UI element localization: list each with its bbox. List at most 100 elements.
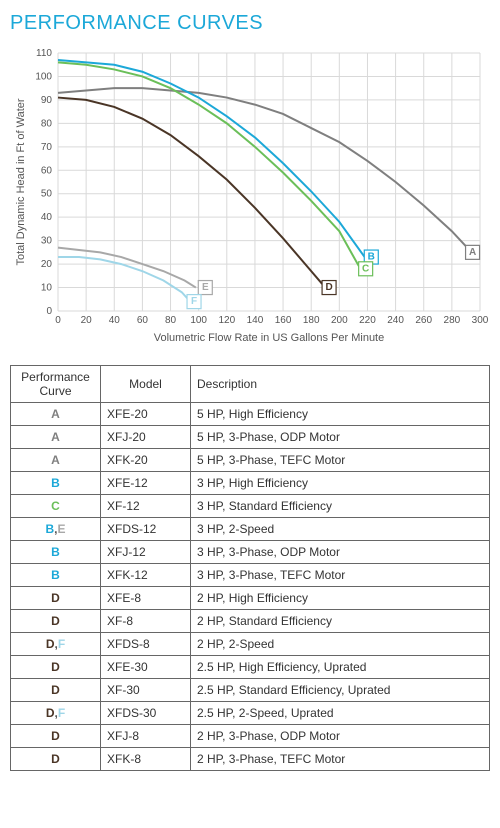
col-desc: Description: [191, 366, 490, 403]
desc-cell: 2 HP, Standard Efficiency: [191, 610, 490, 633]
model-cell: XFDS-30: [101, 702, 191, 725]
desc-cell: 5 HP, High Efficiency: [191, 403, 490, 426]
curve-cell: D: [11, 679, 101, 702]
performance-chart: 0204060801001201401601802002202402602803…: [10, 43, 490, 353]
table-row: CXF-123 HP, Standard Efficiency: [11, 495, 490, 518]
table-row: DXFJ-82 HP, 3-Phase, ODP Motor: [11, 725, 490, 748]
svg-text:50: 50: [41, 189, 53, 200]
desc-cell: 3 HP, High Efficiency: [191, 472, 490, 495]
curve-cell: A: [11, 403, 101, 426]
svg-text:20: 20: [81, 315, 93, 326]
curve-cell: D: [11, 748, 101, 771]
desc-cell: 2 HP, 3-Phase, ODP Motor: [191, 725, 490, 748]
model-cell: XFDS-12: [101, 518, 191, 541]
table-row: DXFK-82 HP, 3-Phase, TEFC Motor: [11, 748, 490, 771]
model-cell: XFK-8: [101, 748, 191, 771]
col-model: Model: [101, 366, 191, 403]
model-table: Performance Curve Model Description AXFE…: [10, 365, 490, 771]
model-cell: XFJ-8: [101, 725, 191, 748]
svg-text:120: 120: [218, 315, 235, 326]
model-cell: XFE-20: [101, 403, 191, 426]
model-cell: XFE-12: [101, 472, 191, 495]
svg-text:0: 0: [55, 315, 61, 326]
model-cell: XF-8: [101, 610, 191, 633]
series-label-D: D: [322, 281, 336, 295]
svg-text:20: 20: [41, 259, 53, 270]
table-row: DXF-82 HP, Standard Efficiency: [11, 610, 490, 633]
svg-text:100: 100: [190, 315, 207, 326]
curve-cell: A: [11, 426, 101, 449]
table-row: DXF-302.5 HP, Standard Efficiency, Uprat…: [11, 679, 490, 702]
desc-cell: 3 HP, 3-Phase, TEFC Motor: [191, 564, 490, 587]
table-row: BXFJ-123 HP, 3-Phase, ODP Motor: [11, 541, 490, 564]
svg-text:40: 40: [41, 212, 53, 223]
svg-text:C: C: [362, 263, 369, 274]
model-cell: XFE-30: [101, 656, 191, 679]
curve-cell: D,F: [11, 702, 101, 725]
model-cell: XFK-20: [101, 449, 191, 472]
svg-text:160: 160: [275, 315, 292, 326]
svg-text:30: 30: [41, 236, 53, 247]
svg-text:180: 180: [303, 315, 320, 326]
svg-text:F: F: [191, 296, 197, 307]
table-row: D,FXFDS-302.5 HP, 2-Speed, Uprated: [11, 702, 490, 725]
curve-cell: B: [11, 472, 101, 495]
svg-text:240: 240: [387, 315, 404, 326]
curve-cell: D: [11, 610, 101, 633]
svg-text:60: 60: [41, 165, 53, 176]
col-curve: Performance Curve: [11, 366, 101, 403]
curve-cell: B: [11, 541, 101, 564]
svg-text:60: 60: [137, 315, 149, 326]
desc-cell: 2.5 HP, Standard Efficiency, Uprated: [191, 679, 490, 702]
model-cell: XF-30: [101, 679, 191, 702]
desc-cell: 2 HP, High Efficiency: [191, 587, 490, 610]
svg-text:D: D: [325, 282, 332, 293]
table-row: B,EXFDS-123 HP, 2-Speed: [11, 518, 490, 541]
curve-cell: B,E: [11, 518, 101, 541]
desc-cell: 2 HP, 2-Speed: [191, 633, 490, 656]
svg-text:200: 200: [331, 315, 348, 326]
curve-cell: D: [11, 725, 101, 748]
table-row: BXFE-123 HP, High Efficiency: [11, 472, 490, 495]
model-cell: XFJ-20: [101, 426, 191, 449]
chart-svg: 0204060801001201401601802002202402602803…: [10, 43, 490, 353]
table-row: AXFJ-205 HP, 3-Phase, ODP Motor: [11, 426, 490, 449]
svg-text:100: 100: [35, 71, 52, 82]
svg-text:90: 90: [41, 95, 53, 106]
svg-text:220: 220: [359, 315, 376, 326]
series-label-E: E: [198, 281, 212, 295]
svg-text:10: 10: [41, 283, 53, 294]
desc-cell: 5 HP, 3-Phase, ODP Motor: [191, 426, 490, 449]
svg-text:Volumetric Flow Rate in US Gal: Volumetric Flow Rate in US Gallons Per M…: [154, 332, 384, 344]
desc-cell: 2 HP, 3-Phase, TEFC Motor: [191, 748, 490, 771]
desc-cell: 5 HP, 3-Phase, TEFC Motor: [191, 449, 490, 472]
curve-cell: C: [11, 495, 101, 518]
svg-text:80: 80: [165, 315, 177, 326]
curve-cell: D: [11, 656, 101, 679]
curve-cell: D: [11, 587, 101, 610]
table-row: AXFE-205 HP, High Efficiency: [11, 403, 490, 426]
desc-cell: 2.5 HP, High Efficiency, Uprated: [191, 656, 490, 679]
svg-text:280: 280: [444, 315, 461, 326]
svg-text:70: 70: [41, 142, 53, 153]
series-label-F: F: [187, 295, 201, 309]
table-row: AXFK-205 HP, 3-Phase, TEFC Motor: [11, 449, 490, 472]
svg-text:300: 300: [472, 315, 489, 326]
desc-cell: 3 HP, 3-Phase, ODP Motor: [191, 541, 490, 564]
series-E: [58, 248, 196, 288]
page-title: PERFORMANCE CURVES: [10, 12, 490, 35]
curve-cell: A: [11, 449, 101, 472]
table-row: DXFE-302.5 HP, High Efficiency, Uprated: [11, 656, 490, 679]
model-cell: XFE-8: [101, 587, 191, 610]
model-cell: XFK-12: [101, 564, 191, 587]
model-cell: XF-12: [101, 495, 191, 518]
table-row: DXFE-82 HP, High Efficiency: [11, 587, 490, 610]
table-row: BXFK-123 HP, 3-Phase, TEFC Motor: [11, 564, 490, 587]
svg-text:B: B: [368, 252, 375, 263]
desc-cell: 2.5 HP, 2-Speed, Uprated: [191, 702, 490, 725]
svg-text:A: A: [469, 247, 476, 258]
svg-text:140: 140: [247, 315, 264, 326]
series-label-C: C: [359, 262, 373, 276]
model-cell: XFJ-12: [101, 541, 191, 564]
model-cell: XFDS-8: [101, 633, 191, 656]
